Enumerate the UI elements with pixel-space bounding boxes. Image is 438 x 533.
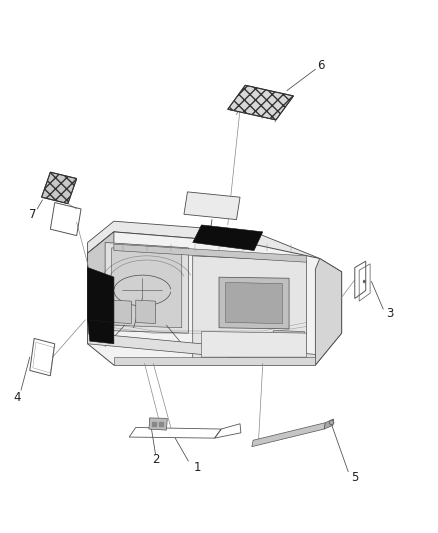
Polygon shape: [42, 172, 77, 204]
Polygon shape: [112, 300, 131, 324]
Polygon shape: [201, 332, 307, 357]
Polygon shape: [219, 277, 289, 329]
Polygon shape: [184, 192, 240, 220]
Polygon shape: [88, 232, 114, 344]
Text: 6: 6: [317, 59, 325, 71]
Polygon shape: [324, 419, 334, 429]
Polygon shape: [112, 248, 182, 328]
Polygon shape: [274, 330, 304, 342]
Polygon shape: [88, 232, 342, 365]
Polygon shape: [193, 256, 307, 360]
Polygon shape: [88, 268, 114, 322]
Polygon shape: [252, 423, 325, 447]
Polygon shape: [136, 300, 155, 324]
Polygon shape: [105, 243, 188, 333]
Polygon shape: [114, 357, 315, 365]
Polygon shape: [114, 244, 307, 262]
Text: 5: 5: [351, 471, 358, 483]
Text: 4: 4: [13, 391, 21, 403]
Text: 1: 1: [193, 462, 201, 474]
Text: 2: 2: [152, 453, 159, 466]
Polygon shape: [88, 320, 114, 344]
Polygon shape: [149, 418, 167, 430]
Polygon shape: [88, 333, 315, 365]
Text: 3: 3: [386, 307, 393, 320]
Polygon shape: [315, 259, 342, 365]
Polygon shape: [88, 221, 320, 269]
Polygon shape: [193, 225, 263, 251]
Polygon shape: [226, 282, 283, 324]
Polygon shape: [228, 85, 293, 120]
Text: 7: 7: [29, 208, 37, 221]
